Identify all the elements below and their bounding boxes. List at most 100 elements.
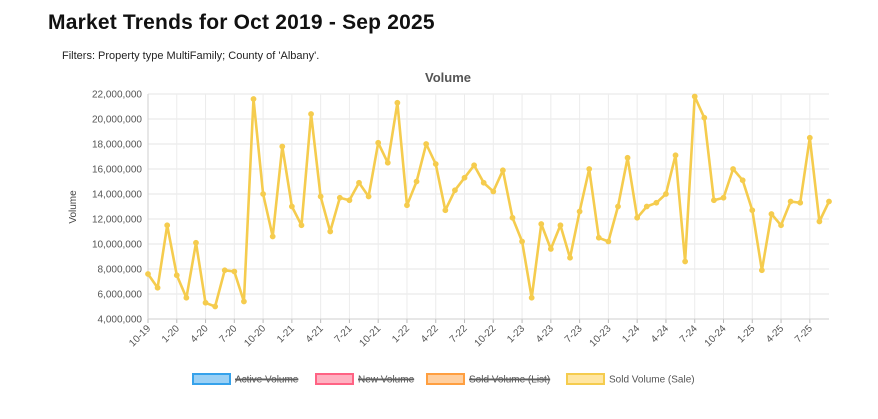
- grid: [147, 93, 829, 323]
- y-tick-label: 22,000,000: [92, 90, 142, 101]
- data-point: [279, 143, 286, 150]
- data-point: [164, 222, 171, 229]
- data-point: [778, 222, 784, 229]
- chart-title: Volume: [425, 70, 471, 85]
- data-point: [288, 203, 295, 210]
- legend-swatch[interactable]: [566, 373, 605, 385]
- data-point: [547, 246, 554, 252]
- data-point: [701, 114, 708, 121]
- legend-item-label[interactable]: Active Volume: [235, 375, 299, 386]
- data-point: [826, 198, 832, 205]
- data-point: [461, 174, 468, 181]
- y-axis-ticks: 4,000,000 6,000,000 8,000,000 10,000,000 12,…: [92, 90, 142, 326]
- legend: Active Volume New Volume Sold Volume (List…: [192, 373, 695, 386]
- x-tick-label: 7-23: [563, 323, 585, 345]
- data-point: [634, 214, 641, 221]
- data-point: [643, 203, 650, 210]
- data-point: [567, 254, 573, 261]
- data-point: [615, 203, 621, 210]
- data-point: [423, 141, 430, 147]
- legend-item-label[interactable]: Sold Volume (Sale): [609, 375, 695, 386]
- data-point: [576, 208, 583, 215]
- data-point: [269, 233, 276, 240]
- x-tick-label: 1-21: [275, 323, 297, 345]
- data-point: [663, 191, 669, 197]
- x-tick-label: 7-21: [333, 323, 355, 345]
- x-tick-label: 4-25: [764, 323, 786, 345]
- data-point: [260, 191, 266, 197]
- filters-text: Filters: Property type MultiFamily; Coun…: [62, 50, 320, 62]
- data-point: [327, 228, 334, 235]
- data-point: [624, 154, 631, 161]
- legend-item-label[interactable]: Sold Volume (List): [469, 375, 550, 386]
- x-tick-label: 1-23: [505, 323, 527, 345]
- data-point: [173, 272, 180, 279]
- data-point: [691, 93, 698, 100]
- x-tick-label: 4-24: [649, 323, 671, 345]
- y-axis-label: Volume: [68, 190, 79, 224]
- data-point: [308, 111, 314, 117]
- x-tick-label: 1-24: [620, 323, 642, 345]
- legend-swatch[interactable]: [192, 373, 231, 385]
- series-layer: [145, 93, 832, 310]
- data-point: [212, 303, 219, 310]
- data-point: [221, 267, 228, 274]
- data-point: [183, 294, 190, 301]
- x-tick-label: 10-23: [588, 323, 614, 349]
- data-point: [231, 268, 238, 275]
- data-point: [490, 188, 497, 195]
- data-point: [749, 207, 756, 214]
- x-tick-label: 4-23: [534, 323, 556, 345]
- data-point: [480, 179, 487, 186]
- data-point: [250, 96, 257, 102]
- data-point: [365, 193, 372, 200]
- data-point: [442, 207, 449, 214]
- x-tick-label: 4-22: [419, 323, 441, 345]
- data-point: [797, 199, 804, 206]
- data-point: [384, 159, 391, 166]
- legend-item-label[interactable]: New Volume: [358, 375, 415, 386]
- x-tick-label: 4-20: [189, 323, 211, 345]
- data-point: [605, 238, 612, 245]
- data-point: [375, 139, 382, 146]
- data-point: [586, 166, 593, 172]
- data-point: [356, 179, 362, 186]
- x-tick-label: 10-22: [473, 323, 499, 349]
- data-point: [336, 194, 343, 201]
- data-point: [538, 221, 545, 227]
- x-tick-label: 1-20: [160, 323, 182, 345]
- series-line-sold-volume-sale: [146, 95, 831, 308]
- data-point: [471, 162, 478, 169]
- x-tick-label: 10-20: [242, 323, 268, 349]
- data-point: [653, 199, 660, 206]
- legend-swatch[interactable]: [426, 373, 465, 385]
- data-point: [787, 198, 794, 205]
- x-tick-label: 1-22: [390, 323, 412, 345]
- y-tick-label: 8,000,000: [98, 265, 143, 276]
- data-point: [595, 234, 602, 241]
- x-tick-label: 7-20: [218, 323, 240, 345]
- data-point: [528, 294, 535, 301]
- y-tick-label: 16,000,000: [92, 165, 142, 176]
- data-point: [317, 193, 324, 200]
- data-point: [672, 152, 679, 159]
- data-point: [346, 197, 353, 204]
- x-tick-label: 7-22: [448, 323, 470, 345]
- x-tick-label: 7-24: [678, 323, 700, 345]
- legend-swatch[interactable]: [315, 373, 354, 385]
- y-tick-label: 20,000,000: [92, 115, 142, 126]
- data-point: [154, 284, 161, 291]
- page-title: Market Trends for Oct 2019 - Sep 2025: [48, 11, 435, 34]
- data-point: [413, 178, 420, 185]
- data-point: [202, 299, 209, 306]
- y-tick-label: 14,000,000: [92, 190, 142, 201]
- data-point: [499, 167, 506, 174]
- data-point: [145, 271, 151, 277]
- y-tick-label: 4,000,000: [98, 315, 143, 326]
- x-tick-label: 10-21: [357, 323, 383, 349]
- data-point: [758, 267, 765, 274]
- data-point: [452, 187, 458, 194]
- data-point: [711, 197, 717, 204]
- data-point: [557, 222, 564, 229]
- y-tick-label: 10,000,000: [92, 240, 142, 251]
